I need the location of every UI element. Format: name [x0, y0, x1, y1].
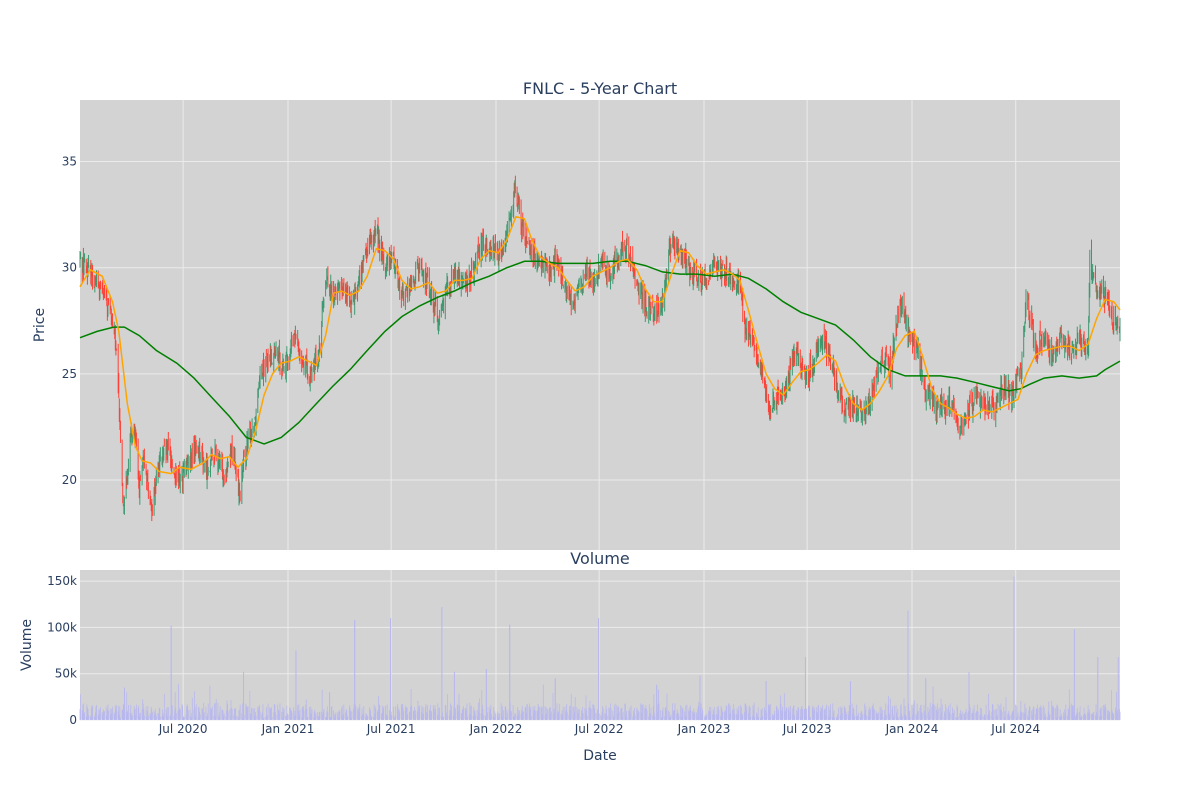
- x-axis-ticks: Jul 2020 Jan 2021 Jul 2021 Jan 2022 Jul 2022…: [158, 722, 1040, 736]
- x-tick-label: Jan 2022: [469, 722, 523, 736]
- volume-y-tick-label: 50k: [55, 667, 77, 681]
- price-plot-background: [80, 100, 1120, 550]
- volume-y-tick-label: 0: [69, 713, 77, 727]
- price-y-tick-label: 30: [62, 261, 77, 275]
- price-y-tick-label: 20: [62, 473, 77, 487]
- volume-bars: [79, 576, 1121, 720]
- x-tick-label: Jan 2023: [677, 722, 731, 736]
- x-tick-label: Jan 2024: [885, 722, 939, 736]
- x-tick-label: Jul 2023: [782, 722, 832, 736]
- price-axis-title: Price: [32, 308, 48, 342]
- volume-y-tick-label: 100k: [47, 620, 77, 634]
- volume-y-ticks: 0 50k 100k 150k: [47, 574, 77, 727]
- volume-gridlines: [80, 570, 1120, 721]
- x-axis-title: Date: [583, 748, 616, 764]
- x-tick-label: Jul 2021: [366, 722, 416, 736]
- price-y-ticks: 20 25 30 35: [62, 155, 77, 487]
- chart-title: FNLC - 5-Year Chart: [523, 79, 677, 98]
- short-moving-average-line: [79, 215, 1121, 475]
- price-y-tick-label: 25: [62, 367, 77, 381]
- x-tick-label: Jan 2021: [261, 722, 315, 736]
- price-y-tick-label: 35: [62, 155, 77, 169]
- volume-y-tick-label: 150k: [47, 574, 77, 588]
- volume-plot-background: [80, 570, 1120, 720]
- price-gridlines: [80, 100, 1120, 550]
- x-tick-label: Jul 2020: [158, 722, 208, 736]
- volume-title: Volume: [570, 549, 630, 568]
- moving-average-lines: [79, 215, 1121, 475]
- x-tick-label: Jul 2024: [990, 722, 1040, 736]
- x-tick-label: Jul 2022: [574, 722, 624, 736]
- volume-axis-title: Volume: [19, 619, 35, 671]
